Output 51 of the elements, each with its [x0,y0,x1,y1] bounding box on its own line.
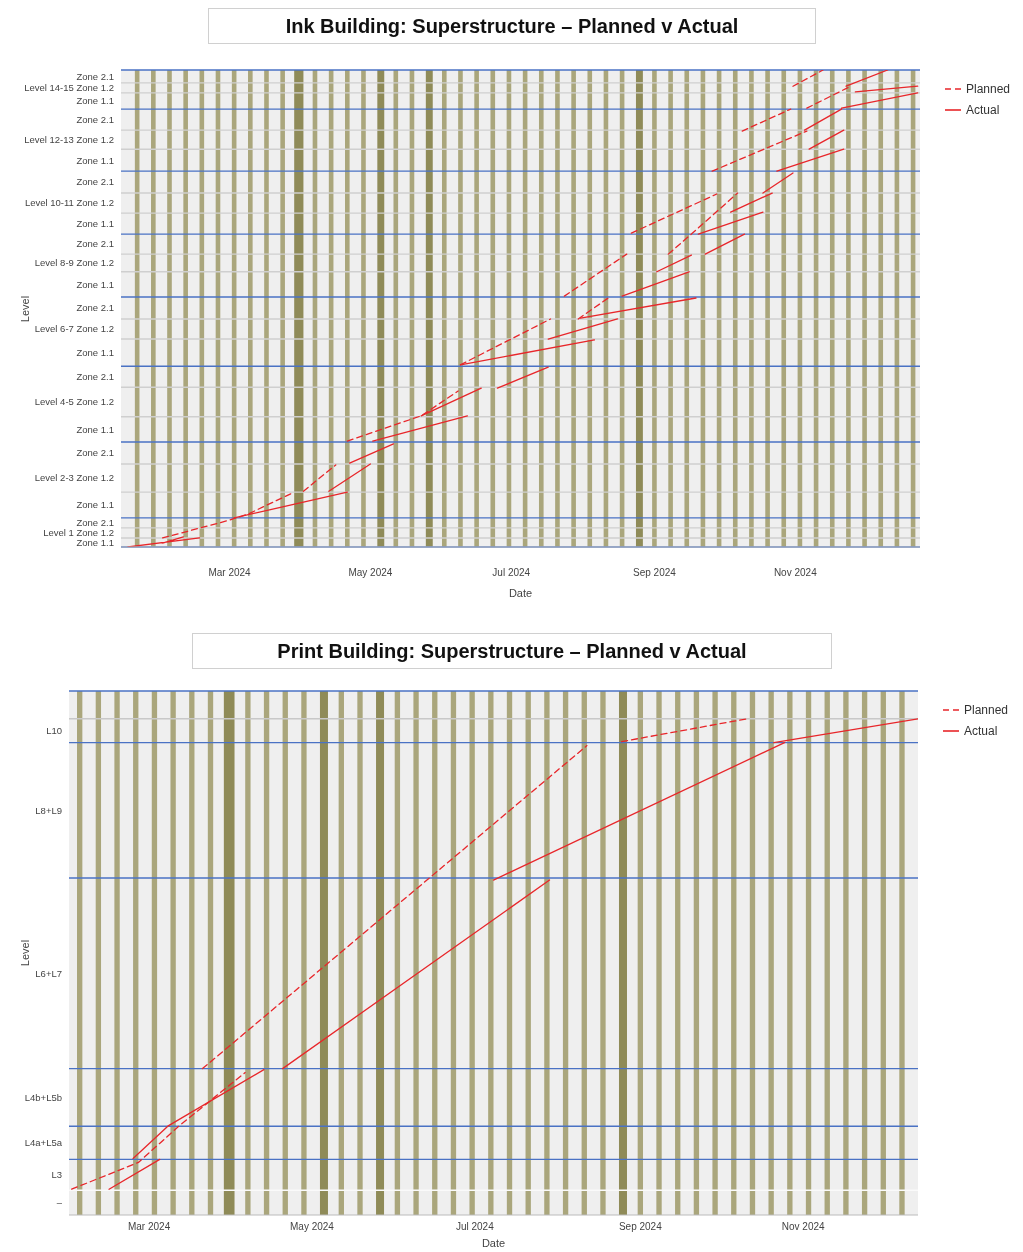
text: Zone 2.1 [76,113,114,125]
text: L6+L7 [35,967,62,979]
x-axis-title: Date [481,1237,506,1249]
text: Zone 2.1 [76,176,114,188]
y-axis-title: Level [18,938,32,968]
legend-label: Planned [966,81,1011,96]
x-tick-label: May 2024 [348,567,393,579]
text: Level 8-9 Zone 1.2 [34,257,114,269]
text: L4b+L5b [24,1091,62,1103]
x-tick-label: Jul 2024 [455,1221,495,1233]
text: Zone 1.1 [76,154,114,166]
text: Zone 2.1 [76,371,114,383]
text: Zone 2.1 [76,517,114,529]
y-axis-title: Level [18,294,32,324]
x-tick-label: Mar 2024 [127,1221,171,1233]
x-tick-label: Sep 2024 [633,567,677,579]
legend-label: Actual [964,723,998,738]
x-tick-label: Sep 2024 [618,1221,663,1233]
text: Zone 2.1 [76,447,114,459]
legend-label: Actual [966,102,1000,117]
text: Level 14-15 Zone 1.2 [24,82,114,94]
x-tick-label: Mar 2024 [208,567,252,579]
text: Level 6-7 Zone 1.2 [34,323,114,335]
text: L10 [46,725,62,737]
text: Zone 2.1 [76,238,114,250]
text: Level 12-13 Zone 1.2 [24,134,114,146]
text: – [56,1196,63,1208]
legend-label: Planned [964,702,1009,717]
text: Zone 1.1 [76,217,114,229]
text: Zone 1.1 [76,278,114,290]
text: Level 2-3 Zone 1.2 [34,472,114,484]
chart-title: Ink Building: Superstructure – Planned v Actual [208,8,816,44]
text: Zone 2.1 [76,70,114,82]
text: Level 4-5 Zone 1.2 [34,396,114,408]
text: Zone 1.1 [76,423,114,435]
text: Zone 1.1 [76,499,114,511]
text: Level 1 Zone 1.2 [43,527,114,539]
chart-title: Print Building: Superstructure – Planned v Actual [192,633,832,669]
text: Zone 1.1 [76,536,114,548]
text: L4a+L5a [24,1137,63,1149]
text: Level 10-11 Zone 1.2 [24,197,114,209]
text: Zone 1.1 [76,95,114,107]
text: L3 [51,1169,62,1181]
x-tick-label: Jul 2024 [492,567,531,579]
x-tick-label: Nov 2024 [773,567,818,579]
x-axis-title: Date [508,587,533,599]
x-tick-label: Nov 2024 [781,1221,826,1233]
text: L8+L9 [35,804,62,816]
text: Zone 1.1 [76,346,114,358]
text: Zone 2.1 [76,302,114,314]
x-tick-label: May 2024 [289,1221,335,1233]
